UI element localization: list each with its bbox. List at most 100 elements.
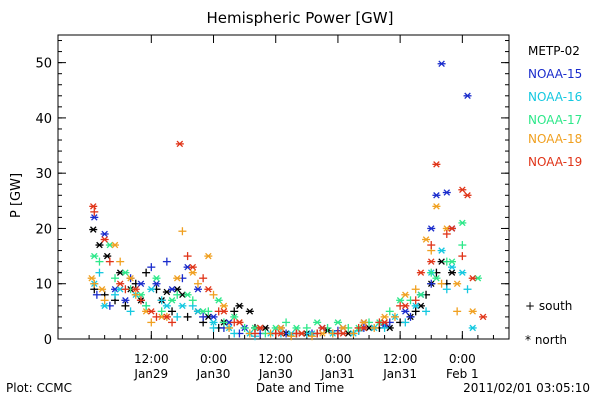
point-stroke [137, 280, 145, 287]
point-north [437, 60, 446, 68]
point-north [401, 291, 410, 299]
point-south [178, 227, 187, 236]
point-north [468, 308, 477, 315]
point-north [121, 297, 130, 304]
point-north [147, 308, 156, 315]
point-stroke [148, 308, 155, 315]
point-north [100, 236, 109, 243]
point-south [90, 279, 99, 288]
point-south [411, 307, 420, 316]
point-south [214, 307, 223, 316]
point-stroke [459, 219, 466, 227]
point-stroke [173, 285, 181, 293]
point-south [411, 285, 420, 294]
point-stroke [91, 252, 98, 260]
x-axis: 12:00Jan290:00Jan3012:00Jan300:00Jan3112… [88, 35, 494, 381]
point-south [453, 307, 462, 316]
point-north [416, 269, 425, 276]
x-axis-label: Date and Time [255, 381, 345, 395]
point-stroke [194, 285, 202, 293]
point-north [214, 297, 223, 304]
point-stroke [386, 324, 394, 332]
x-tick-label-date: Feb 1 [446, 367, 479, 381]
point-south [463, 285, 472, 294]
point-south [157, 296, 166, 305]
point-north [442, 189, 451, 196]
point-stroke [116, 269, 124, 276]
point-south [375, 318, 384, 327]
point-south [406, 312, 415, 321]
point-north [432, 192, 441, 199]
point-north [111, 241, 120, 249]
point-stroke [298, 330, 305, 337]
legend-entry-noaa-18: NOAA-18 [528, 132, 583, 146]
point-north [152, 274, 161, 282]
point-stroke [334, 319, 342, 326]
point-south [401, 318, 410, 327]
point-stroke [433, 274, 440, 282]
point-stroke [236, 302, 243, 310]
point-north [458, 269, 467, 276]
point-north [245, 308, 254, 315]
point-south [90, 207, 99, 216]
point-stroke [225, 319, 233, 326]
point-south [354, 323, 363, 332]
point-stroke [101, 236, 108, 243]
point-stroke [163, 288, 171, 296]
point-stroke [319, 330, 326, 337]
point-stroke [319, 324, 326, 332]
point-stroke [116, 280, 124, 287]
y-axis: 0 10 20 30 40 50 [35, 40, 509, 348]
point-stroke [246, 308, 254, 315]
point-north [432, 274, 441, 282]
point-stroke [365, 324, 373, 332]
point-south [92, 290, 101, 299]
point-south [427, 241, 436, 250]
point-south [121, 301, 130, 310]
point-north [175, 140, 184, 148]
point-north [427, 225, 436, 232]
point-north [416, 291, 425, 299]
point-stroke [101, 302, 108, 310]
point-stroke [122, 297, 129, 304]
point-south [349, 329, 358, 338]
point-stroke [381, 319, 388, 326]
point-stroke [116, 285, 124, 293]
point-stroke [153, 280, 160, 287]
legend-entry-metp-02: METP-02 [528, 44, 580, 58]
point-north [183, 291, 192, 299]
point-south [147, 318, 156, 327]
point-north [173, 274, 182, 282]
point-south [173, 290, 182, 299]
y-tick-label: 20 [35, 222, 52, 237]
point-south [308, 332, 317, 341]
x-tick-label-date: Jan31 [320, 367, 355, 381]
point-stroke [173, 274, 181, 282]
point-north [147, 285, 156, 293]
point-stroke [402, 302, 409, 310]
point-south [209, 323, 218, 332]
point-north [162, 313, 171, 321]
point-stroke [360, 319, 368, 326]
point-stroke [111, 241, 119, 249]
data-points [87, 60, 488, 341]
point-north [256, 324, 265, 332]
point-north [468, 274, 477, 282]
point-north [458, 219, 467, 227]
point-stroke [168, 285, 176, 293]
point-north [178, 302, 187, 310]
point-north [422, 236, 431, 243]
point-south [188, 296, 197, 305]
point-south [302, 323, 311, 332]
y-tick-label: 10 [35, 278, 52, 293]
point-south [230, 307, 239, 316]
point-south [333, 329, 342, 338]
point-stroke [91, 214, 98, 221]
point-south [199, 312, 208, 321]
point-stroke [433, 161, 440, 168]
point-stroke [469, 308, 476, 315]
point-south [411, 296, 420, 305]
point-stroke [417, 269, 425, 276]
point-south [131, 290, 140, 299]
point-stroke [272, 324, 279, 332]
